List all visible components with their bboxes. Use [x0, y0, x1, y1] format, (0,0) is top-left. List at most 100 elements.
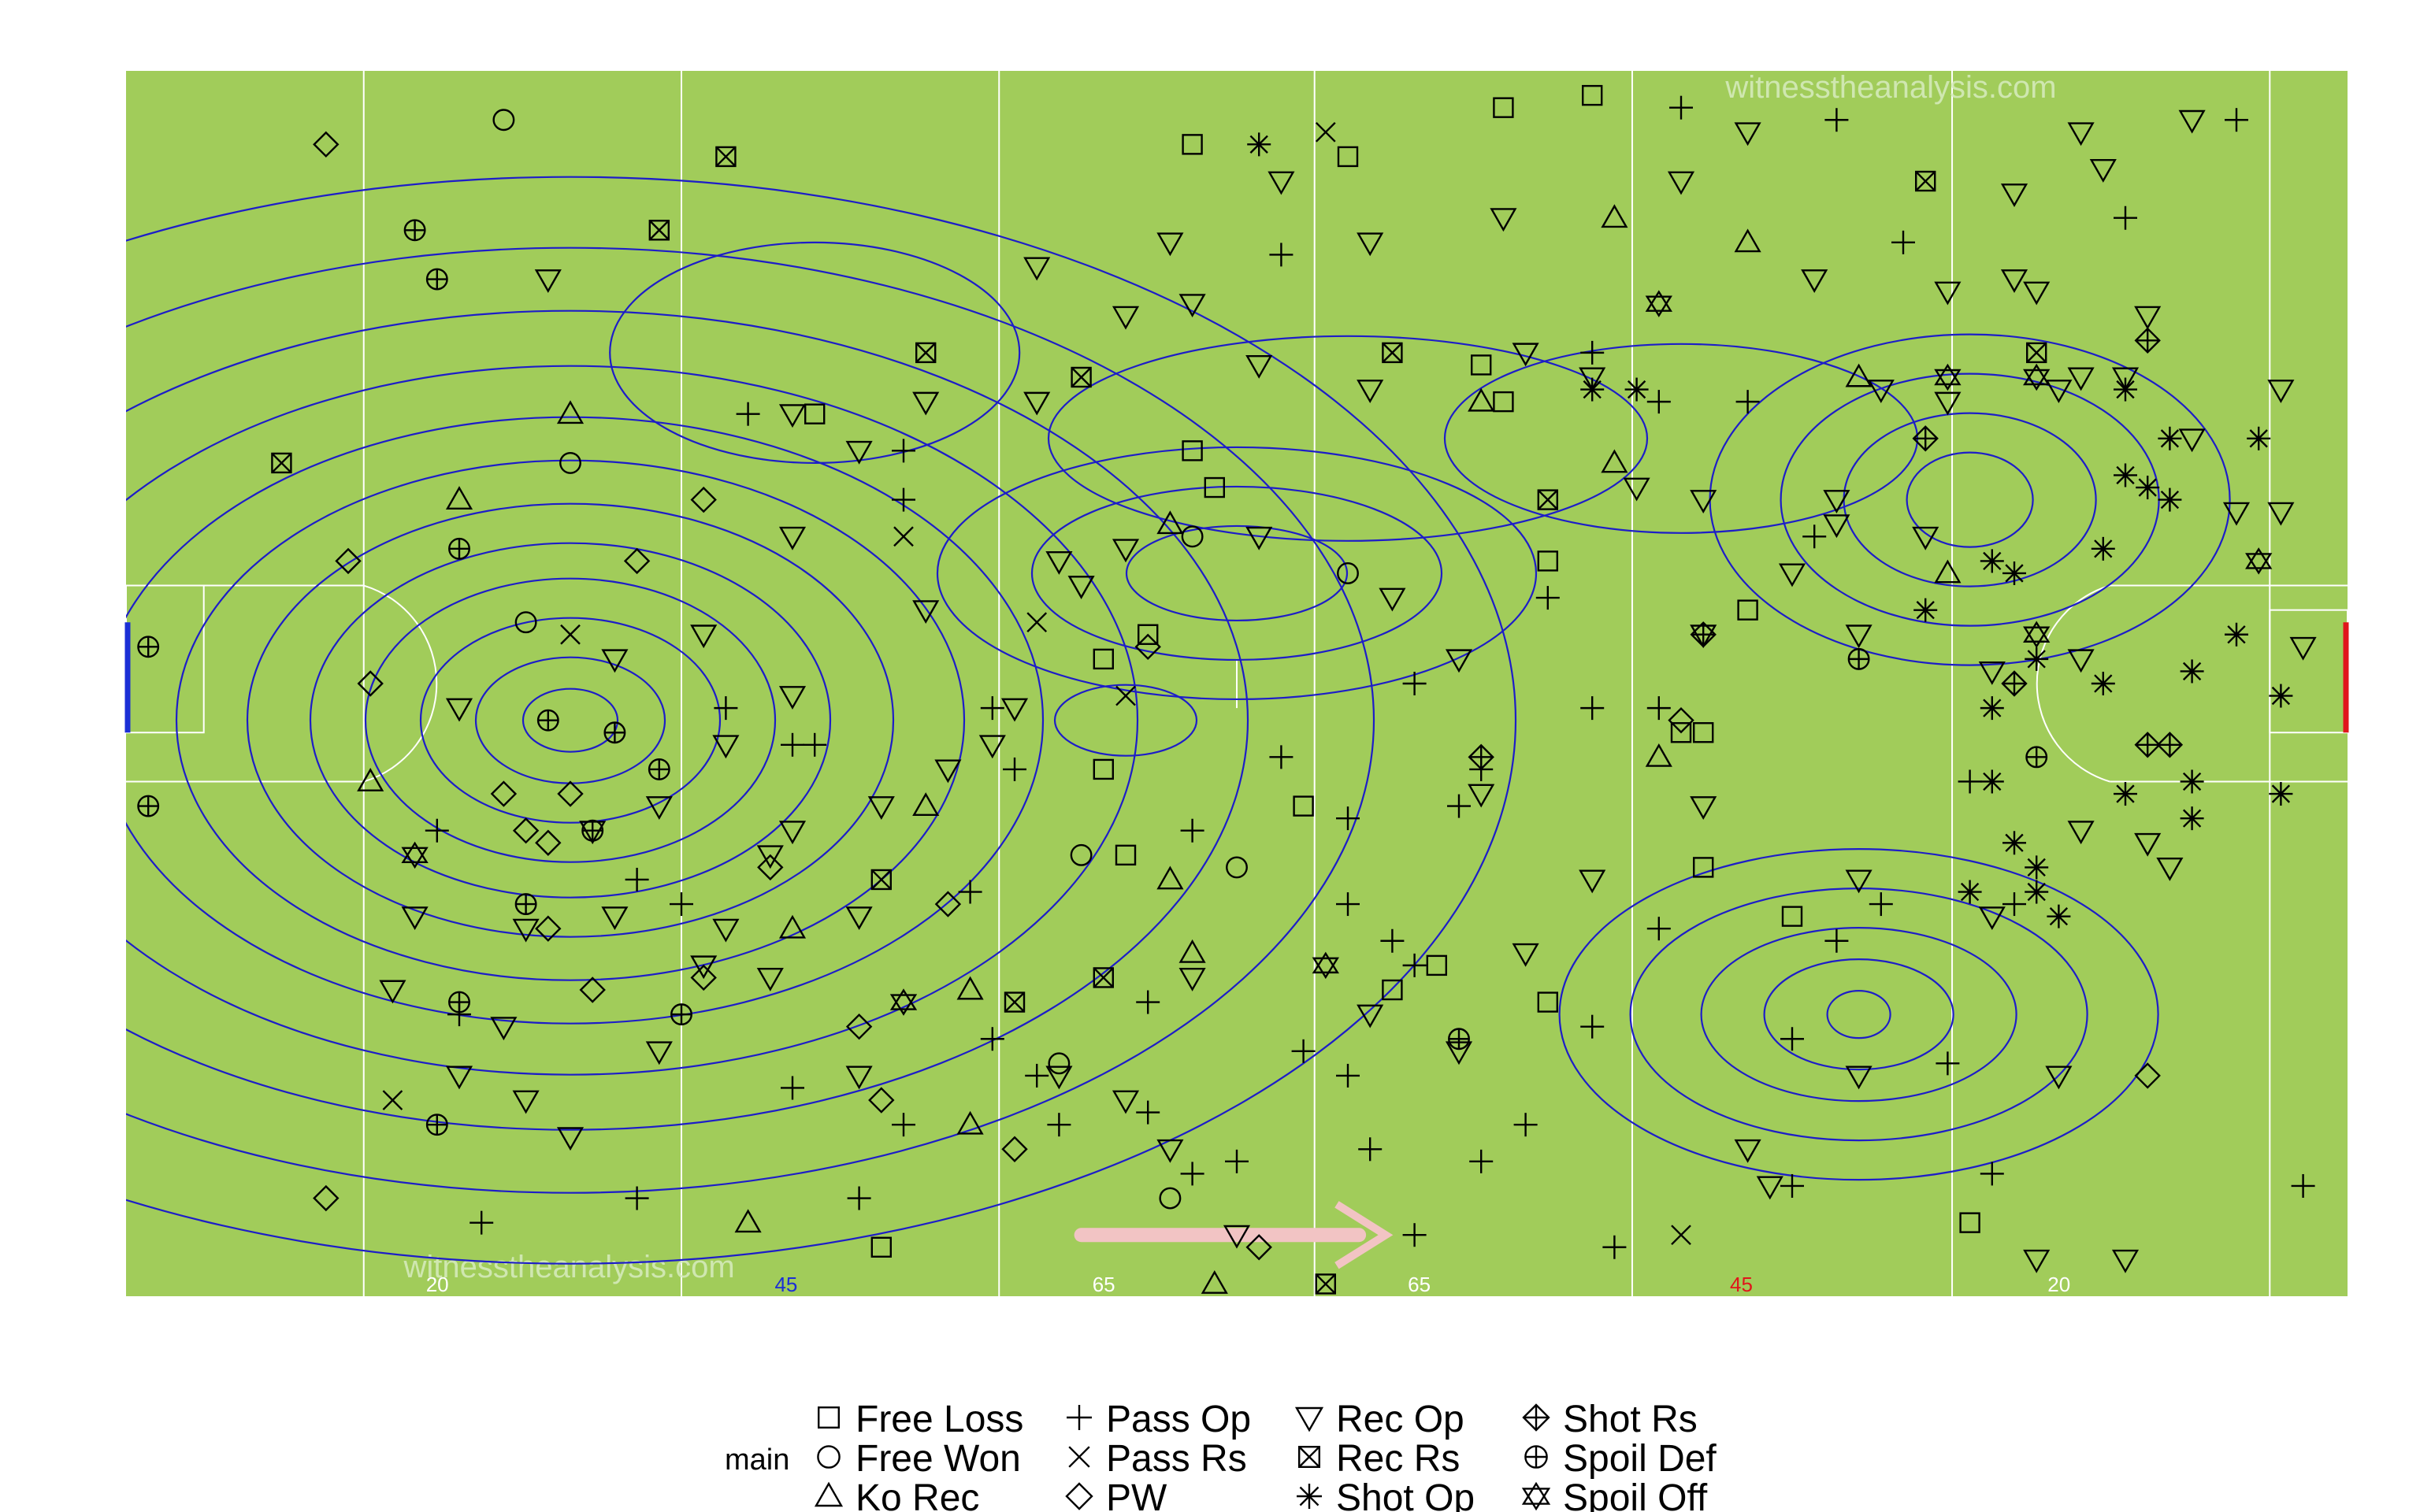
marker-spoil-def	[1448, 1028, 1470, 1051]
legend-item: Pass Op	[1067, 1399, 1251, 1440]
marker-pass-op	[1958, 769, 1982, 794]
marker-ko-rec	[1845, 363, 1873, 387]
marker-spoil-def	[448, 991, 470, 1014]
marker-ko-rec	[1178, 939, 1206, 963]
marker-rec-rs	[1382, 342, 1403, 364]
marker-rec-op	[1756, 1176, 1783, 1200]
marker-pass-op	[1402, 953, 1427, 977]
marker-rec-op	[2023, 1249, 2051, 1273]
marker-rec-op	[401, 906, 429, 931]
marker-spoil-off	[889, 988, 918, 1016]
marker-pass-op	[1580, 1014, 1605, 1039]
marker-pass-op	[1869, 892, 1893, 917]
marker-rec-op	[2045, 380, 2073, 403]
marker-ko-rec	[357, 768, 384, 791]
marker-free-won	[1337, 562, 1359, 584]
marker-rec-op	[645, 1041, 673, 1065]
marker-ko-rec	[1934, 559, 1962, 584]
marker-pw	[579, 976, 606, 1003]
marker-free-loss	[1093, 648, 1115, 670]
marker-free-loss	[1182, 134, 1203, 155]
marker-shot-op	[2114, 377, 2137, 402]
marker-shot-op	[2114, 463, 2137, 487]
marker-pass-op	[1336, 1063, 1360, 1088]
marker-shot-op	[2225, 622, 2248, 647]
marker-rec-op	[934, 759, 962, 784]
marker-pw	[535, 915, 562, 942]
arc-left	[363, 584, 438, 783]
marker-pass-op	[2114, 206, 2137, 230]
legend-label: Spoil Off	[1563, 1477, 1708, 1512]
marker-shot-op	[2002, 831, 2026, 855]
marker-rec-op	[1867, 380, 1895, 403]
marker-rec-op	[1579, 367, 1606, 391]
marker-rec-op	[845, 906, 873, 931]
marker-pw	[1668, 706, 1694, 734]
marker-rec-op	[712, 735, 740, 759]
marker-rec-op	[867, 796, 895, 821]
marker-free-won	[1226, 856, 1248, 879]
marker-rec-op	[2289, 636, 2317, 661]
legend-item: Spoil Off	[1521, 1477, 1708, 1512]
marker-shot-rs	[1690, 621, 1717, 648]
marker-rec-op	[978, 735, 1006, 759]
marker-rec-op	[1112, 1090, 1140, 1114]
marker-pw	[512, 817, 540, 844]
marker-rec-op	[778, 404, 807, 428]
marker-shot-op	[1980, 549, 2004, 573]
marker-rec-op	[2067, 821, 2095, 845]
marker-rec-op	[1845, 869, 1873, 894]
legend-key-square-icon	[817, 1406, 841, 1429]
marker-pass-op	[1180, 818, 1204, 843]
marker-pass-op	[1291, 1039, 1316, 1063]
legend-key-triangle-down-icon	[1294, 1406, 1324, 1432]
marker-pass-op	[1336, 892, 1360, 917]
marker-rec-op	[2067, 122, 2095, 146]
legend-key-circle-icon	[817, 1445, 841, 1469]
marker-rec-op	[2023, 281, 2051, 306]
marker-free-loss	[1737, 599, 1758, 621]
marker-pass-op	[736, 402, 760, 426]
marker-rec-op	[2267, 502, 2295, 526]
marker-free-loss	[1115, 844, 1137, 866]
legend-item: Rec Op	[1294, 1399, 1464, 1440]
marker-pass-op	[425, 818, 449, 843]
series-free-loss	[804, 84, 1980, 1258]
marker-pass-op	[470, 1210, 494, 1235]
marker-rec-rs	[2025, 342, 2047, 364]
marker-rec-op	[1268, 171, 1295, 195]
marker-shot-op	[1580, 377, 1605, 402]
contour-line	[1125, 524, 1349, 622]
marker-ko-rec	[1468, 387, 1495, 412]
marker-free-loss	[1493, 391, 1514, 413]
marker-rec-op	[1623, 477, 1650, 502]
marker-rec-op	[2089, 159, 2117, 183]
marker-rec-op	[1512, 343, 1539, 367]
marker-rec-op	[690, 955, 718, 980]
field-label: 20	[2047, 1273, 2070, 1296]
marker-ko-rec	[1601, 449, 1628, 473]
marker-pass-op	[1780, 1027, 1804, 1051]
legend-key-triangle-icon	[814, 1481, 844, 1507]
density-contours	[126, 176, 2231, 1265]
contour-line	[126, 365, 1138, 1076]
watermark: witnesstheanalysis.com	[1724, 70, 2056, 105]
marker-pass-op	[1358, 1137, 1383, 1162]
marker-rec-op	[1156, 1139, 1184, 1163]
marker-rec-rs	[648, 220, 670, 241]
contour-line	[364, 577, 777, 863]
series-free-won	[492, 109, 1359, 1210]
marker-rec-rs	[271, 452, 292, 474]
marker-rec-op	[1445, 649, 1473, 673]
marker-pass-op	[1580, 340, 1605, 365]
marker-rec-op	[1823, 514, 1850, 539]
marker-rec-op	[1156, 232, 1184, 257]
marker-rec-rs	[915, 342, 937, 364]
marker-shot-op	[2158, 426, 2182, 450]
marker-spoil-off	[401, 841, 429, 869]
marker-rec-op	[1379, 587, 1406, 612]
marker-pass-op	[1735, 390, 1760, 414]
legend-item: Pass Rs	[1068, 1438, 1247, 1480]
marker-pass-op	[1269, 745, 1294, 769]
contour-line	[1763, 958, 1954, 1071]
